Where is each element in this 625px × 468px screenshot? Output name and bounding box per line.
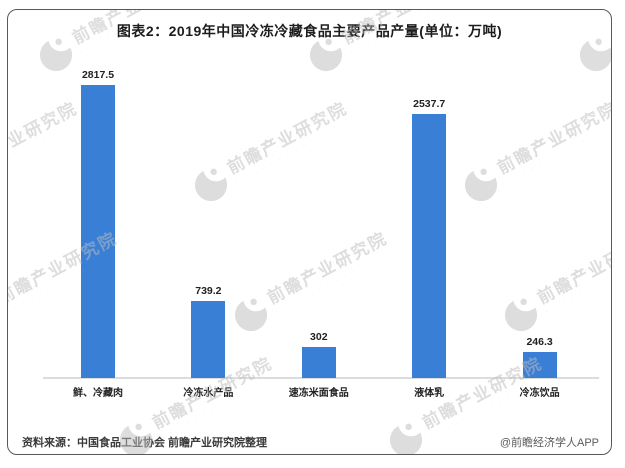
category-label: 鲜、冷藏肉 [73, 388, 123, 399]
bar [522, 352, 557, 378]
category-label: 冷冻饮品 [519, 388, 560, 399]
category-label: 液体乳 [414, 388, 445, 399]
category-label: 冷冻水产品 [183, 388, 234, 399]
source-note: 资料来源：中国食品工业协会 前瞻产业研究院整理 [22, 437, 268, 449]
plot-area: 2817.5 鲜、冷藏肉 739.2 冷冻水产品 302 速冻米面食品 2537.7 液体乳 2… [8, 10, 611, 454]
value-label: 739.2 [195, 285, 222, 297]
value-label: 2817.5 [81, 69, 115, 81]
category-label: 速冻米面食品 [288, 388, 349, 399]
chart-title: 图表2：2019年中国冷冻冷藏食品主要产品产量(单位：万吨) [116, 23, 503, 39]
bar [412, 114, 447, 378]
value-label: 302 [310, 331, 328, 343]
brand-note: @前瞻经济学人APP [499, 437, 599, 449]
chart-card: 图表2：2019年中国冷冻冷藏食品主要产品产量(单位：万吨) 2817.5 鲜、冷… [7, 9, 612, 455]
x-axis-line [43, 377, 599, 379]
bar [301, 347, 336, 378]
value-label: 2537.7 [413, 98, 446, 110]
bar [81, 85, 115, 378]
bar [191, 301, 226, 378]
value-label: 246.3 [526, 336, 553, 348]
